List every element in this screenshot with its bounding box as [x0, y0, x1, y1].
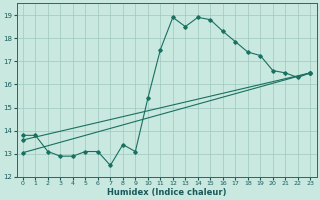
X-axis label: Humidex (Indice chaleur): Humidex (Indice chaleur)	[107, 188, 226, 197]
